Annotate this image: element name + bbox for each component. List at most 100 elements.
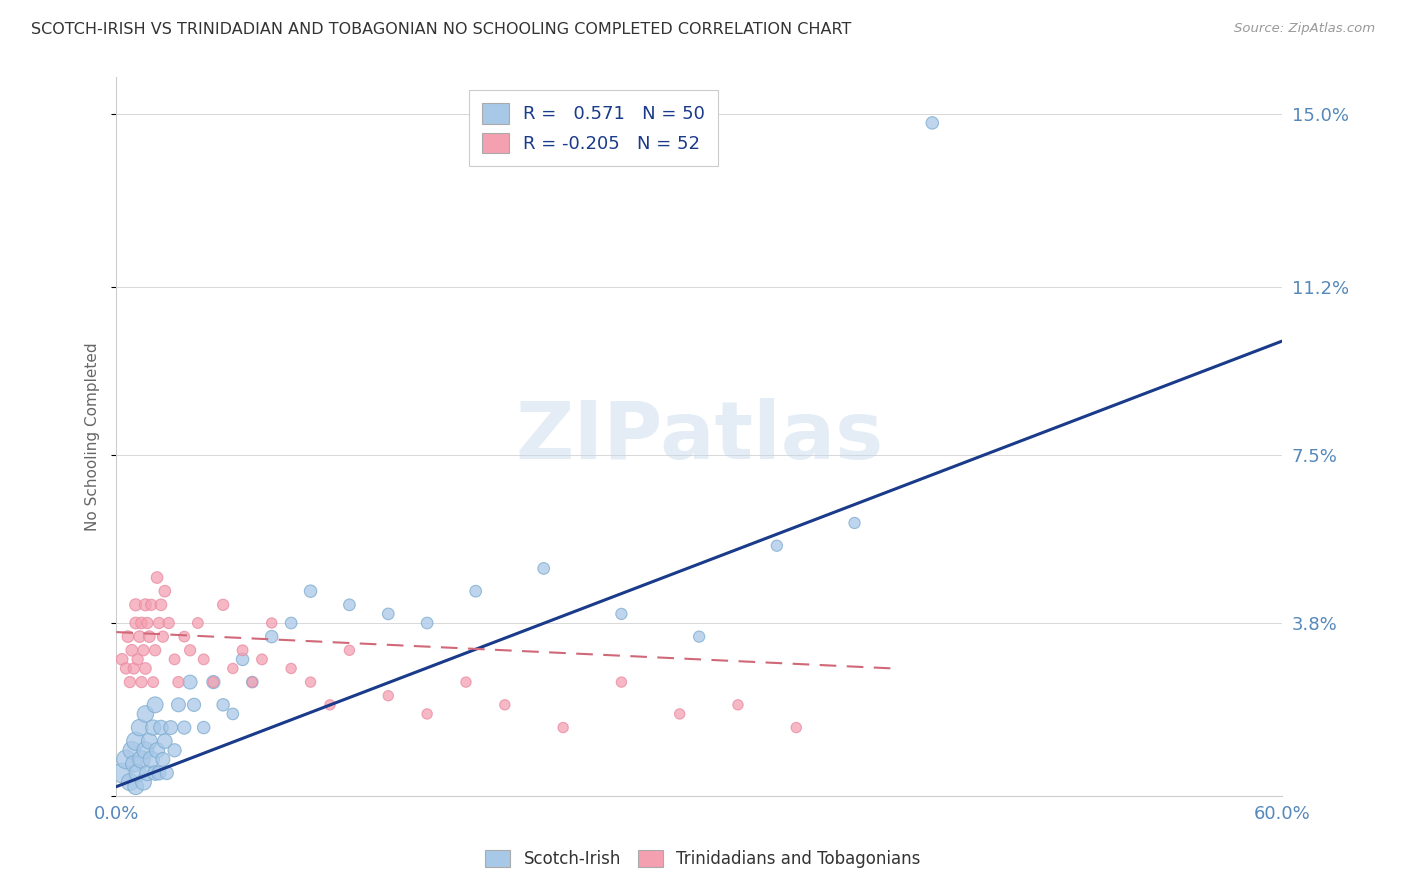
- Point: [157, 615, 180, 630]
- Point: [159, 721, 181, 735]
- Point: [138, 630, 160, 644]
- Point: [167, 675, 190, 690]
- Text: Source: ZipAtlas.com: Source: ZipAtlas.com: [1234, 22, 1375, 36]
- Point: [115, 752, 138, 766]
- Point: [280, 615, 302, 630]
- Point: [610, 607, 633, 621]
- Point: [118, 775, 141, 789]
- Point: [339, 643, 361, 657]
- Point: [416, 706, 439, 721]
- Point: [138, 734, 160, 748]
- Y-axis label: No Schooling Completed: No Schooling Completed: [86, 343, 100, 531]
- Point: [844, 516, 866, 530]
- Point: [688, 630, 710, 644]
- Point: [232, 643, 254, 657]
- Point: [134, 661, 156, 675]
- Point: [146, 570, 169, 584]
- Point: [121, 643, 143, 657]
- Point: [464, 584, 486, 599]
- Point: [610, 675, 633, 690]
- Point: [202, 675, 225, 690]
- Text: ZIPatlas: ZIPatlas: [515, 398, 883, 475]
- Point: [193, 721, 215, 735]
- Point: [131, 615, 153, 630]
- Point: [148, 766, 170, 780]
- Point: [727, 698, 749, 712]
- Point: [149, 721, 172, 735]
- Point: [115, 661, 138, 675]
- Point: [111, 766, 134, 780]
- Point: [153, 734, 176, 748]
- Point: [152, 752, 174, 766]
- Point: [260, 630, 283, 644]
- Point: [111, 652, 134, 666]
- Point: [131, 752, 153, 766]
- Point: [141, 752, 163, 766]
- Legend: Scotch-Irish, Trinidadians and Tobagonians: Scotch-Irish, Trinidadians and Tobagonia…: [479, 843, 927, 875]
- Point: [260, 615, 283, 630]
- Point: [128, 630, 150, 644]
- Point: [416, 615, 439, 630]
- Point: [454, 675, 477, 690]
- Legend: R =   0.571   N = 50, R = -0.205   N = 52: R = 0.571 N = 50, R = -0.205 N = 52: [470, 90, 718, 166]
- Point: [167, 698, 190, 712]
- Point: [163, 652, 186, 666]
- Point: [232, 652, 254, 666]
- Point: [222, 706, 245, 721]
- Point: [118, 675, 141, 690]
- Point: [250, 652, 273, 666]
- Point: [494, 698, 516, 712]
- Point: [127, 766, 149, 780]
- Point: [131, 675, 153, 690]
- Point: [142, 721, 165, 735]
- Point: [143, 698, 166, 712]
- Point: [299, 584, 322, 599]
- Point: [240, 675, 263, 690]
- Point: [785, 721, 807, 735]
- Point: [766, 539, 789, 553]
- Point: [143, 643, 166, 657]
- Point: [143, 766, 166, 780]
- Point: [921, 116, 943, 130]
- Point: [212, 598, 235, 612]
- Point: [377, 607, 399, 621]
- Point: [141, 598, 163, 612]
- Point: [173, 630, 195, 644]
- Point: [183, 698, 205, 712]
- Point: [163, 743, 186, 757]
- Point: [240, 675, 263, 690]
- Point: [134, 706, 156, 721]
- Point: [136, 766, 159, 780]
- Text: SCOTCH-IRISH VS TRINIDADIAN AND TOBAGONIAN NO SCHOOLING COMPLETED CORRELATION CH: SCOTCH-IRISH VS TRINIDADIAN AND TOBAGONI…: [31, 22, 851, 37]
- Point: [222, 661, 245, 675]
- Point: [127, 652, 149, 666]
- Point: [280, 661, 302, 675]
- Point: [134, 598, 156, 612]
- Point: [319, 698, 342, 712]
- Point: [553, 721, 575, 735]
- Point: [125, 734, 148, 748]
- Point: [533, 561, 555, 575]
- Point: [149, 598, 172, 612]
- Point: [136, 615, 159, 630]
- Point: [152, 630, 174, 644]
- Point: [122, 756, 145, 771]
- Point: [125, 780, 148, 794]
- Point: [193, 652, 215, 666]
- Point: [122, 661, 145, 675]
- Point: [156, 766, 179, 780]
- Point: [202, 675, 225, 690]
- Point: [121, 743, 143, 757]
- Point: [668, 706, 690, 721]
- Point: [125, 598, 148, 612]
- Point: [339, 598, 361, 612]
- Point: [212, 698, 235, 712]
- Point: [117, 630, 139, 644]
- Point: [132, 775, 155, 789]
- Point: [377, 689, 399, 703]
- Point: [125, 615, 148, 630]
- Point: [148, 615, 170, 630]
- Point: [179, 675, 201, 690]
- Point: [179, 643, 201, 657]
- Point: [128, 721, 150, 735]
